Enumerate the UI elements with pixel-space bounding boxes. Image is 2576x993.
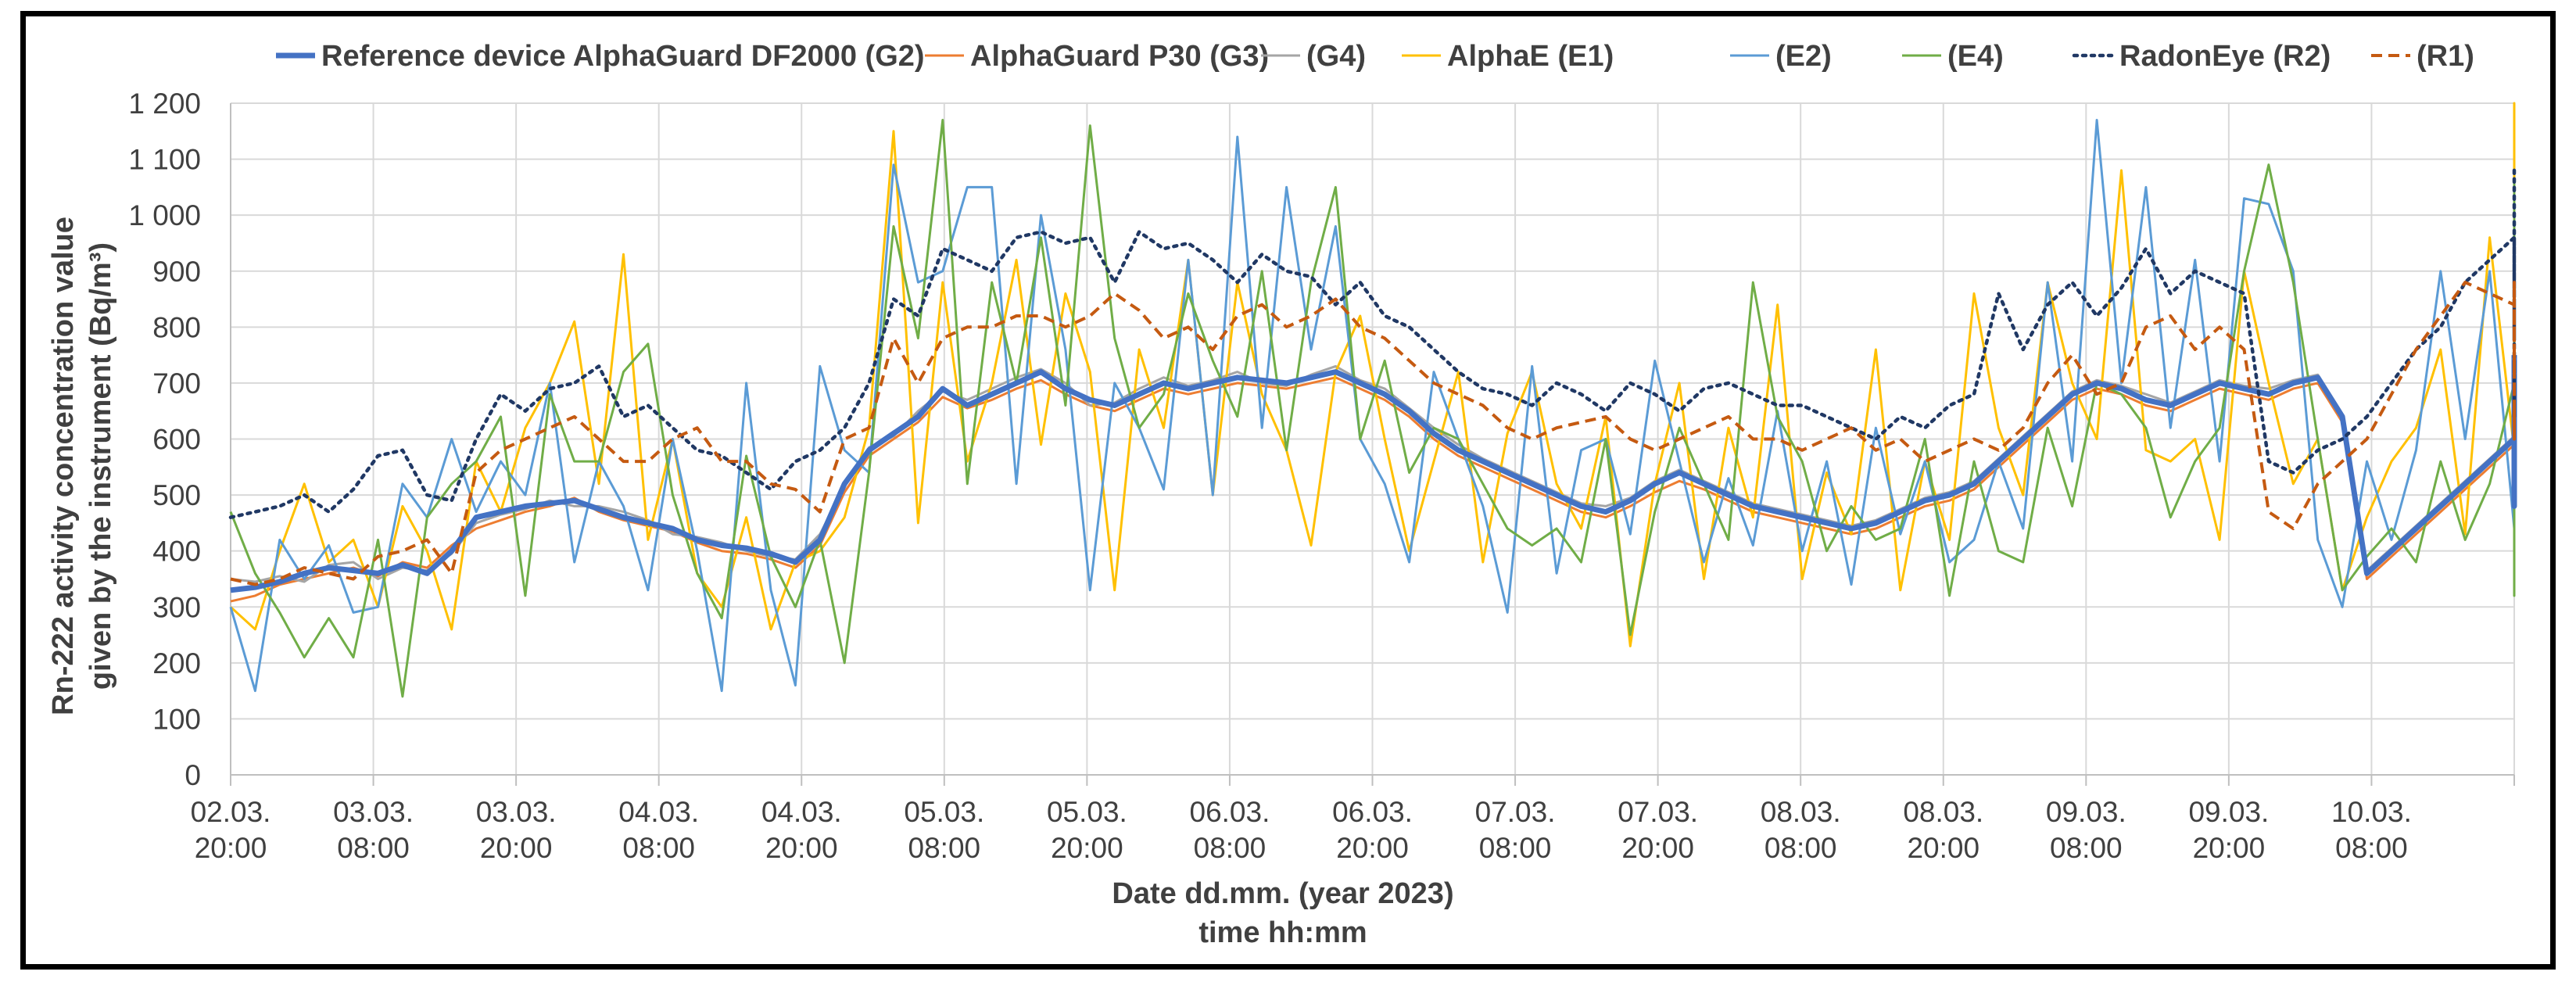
y-tick-label: 1 100 bbox=[128, 144, 201, 176]
legend-label: (R1) bbox=[2417, 40, 2474, 73]
x-tick-date: 09.03. bbox=[2188, 796, 2269, 828]
x-tick-time: 08:00 bbox=[1479, 832, 1552, 864]
x-tick-date: 08.03. bbox=[1761, 796, 1841, 828]
legend-label: (G4) bbox=[1306, 40, 1366, 73]
legend-label: (E4) bbox=[1947, 40, 2004, 73]
x-tick-date: 03.03. bbox=[333, 796, 414, 828]
y-tick-label: 0 bbox=[185, 759, 201, 791]
legend-label: (E2) bbox=[1775, 40, 1832, 73]
x-tick-time: 08:00 bbox=[2335, 832, 2408, 864]
y-tick-label: 100 bbox=[152, 703, 201, 735]
x-axis-title-line1: Date dd.mm. (year 2023) bbox=[1112, 877, 1453, 910]
y-tick-labels: 0 100 200 300 400 500 600 700 800 900 1 000 1 100 1 … bbox=[128, 88, 201, 791]
legend: Reference device AlphaGuard DF2000 (G2) A… bbox=[276, 40, 2474, 73]
chart-frame: Reference device AlphaGuard DF2000 (G2) A… bbox=[20, 11, 2556, 970]
y-axis-title-line1: Rn-222 activity concentration value bbox=[47, 217, 80, 715]
y-tick-label: 700 bbox=[152, 367, 201, 400]
line-chart: Reference device AlphaGuard DF2000 (G2) A… bbox=[47, 40, 2517, 949]
x-tick-date: 03.03. bbox=[476, 796, 557, 828]
y-tick-label: 300 bbox=[152, 591, 201, 623]
x-tick-time: 20:00 bbox=[765, 832, 838, 864]
y-tick-label: 600 bbox=[152, 424, 201, 456]
series-lines bbox=[228, 102, 2517, 698]
x-tick-time: 20:00 bbox=[195, 832, 267, 864]
x-tick-time: 20:00 bbox=[1907, 832, 1979, 864]
gridlines bbox=[230, 102, 2515, 775]
legend-label: AlphaE (E1) bbox=[1447, 40, 1614, 73]
x-tick-date: 07.03. bbox=[1618, 796, 1698, 828]
x-tick-time: 08:00 bbox=[622, 832, 695, 864]
x-tick-date: 04.03. bbox=[618, 796, 699, 828]
legend-label: Reference device AlphaGuard DF2000 (G2) bbox=[321, 40, 925, 73]
x-tick-time: 20:00 bbox=[1336, 832, 1409, 864]
axes bbox=[230, 103, 2515, 786]
x-tick-time: 08:00 bbox=[2050, 832, 2123, 864]
y-tick-label: 400 bbox=[152, 536, 201, 568]
x-tick-date: 05.03. bbox=[1047, 796, 1127, 828]
x-tick-time: 08:00 bbox=[908, 832, 981, 864]
y-tick-label: 1 000 bbox=[128, 199, 201, 231]
x-tick-time: 08:00 bbox=[337, 832, 410, 864]
x-tick-labels: 02.03. 20:00 03.03. 08:00 03.03. 20:00 04.03. 0… bbox=[191, 796, 2412, 864]
x-tick-date: 10.03. bbox=[2331, 796, 2412, 828]
x-tick-date: 06.03. bbox=[1190, 796, 1270, 828]
x-tick-time: 08:00 bbox=[1765, 832, 1837, 864]
x-tick-date: 08.03. bbox=[1903, 796, 1983, 828]
x-tick-date: 05.03. bbox=[904, 796, 984, 828]
x-tick-time: 20:00 bbox=[480, 832, 553, 864]
y-tick-label: 800 bbox=[152, 311, 201, 343]
x-tick-date: 04.03. bbox=[761, 796, 842, 828]
x-tick-time: 08:00 bbox=[1194, 832, 1267, 864]
x-tick-date: 09.03. bbox=[2046, 796, 2126, 828]
y-tick-label: 1 200 bbox=[128, 88, 201, 120]
y-tick-label: 200 bbox=[152, 647, 201, 679]
y-axis-title-line2: given by the instrument (Bq/m³) bbox=[84, 242, 117, 690]
x-tick-date: 02.03. bbox=[191, 796, 271, 828]
y-tick-label: 900 bbox=[152, 256, 201, 288]
y-tick-label: 500 bbox=[152, 479, 201, 511]
series-line-7 bbox=[230, 281, 2516, 586]
x-tick-date: 06.03. bbox=[1332, 796, 1413, 828]
x-tick-time: 20:00 bbox=[1051, 832, 1123, 864]
x-tick-time: 20:00 bbox=[1621, 832, 1694, 864]
x-tick-date: 07.03. bbox=[1475, 796, 1556, 828]
legend-label: RadonEye (R2) bbox=[2119, 40, 2331, 73]
legend-label: AlphaGuard P30 (G3) bbox=[970, 40, 1269, 73]
x-axis-title-line2: time hh:mm bbox=[1198, 916, 1367, 949]
x-tick-time: 20:00 bbox=[2193, 832, 2266, 864]
